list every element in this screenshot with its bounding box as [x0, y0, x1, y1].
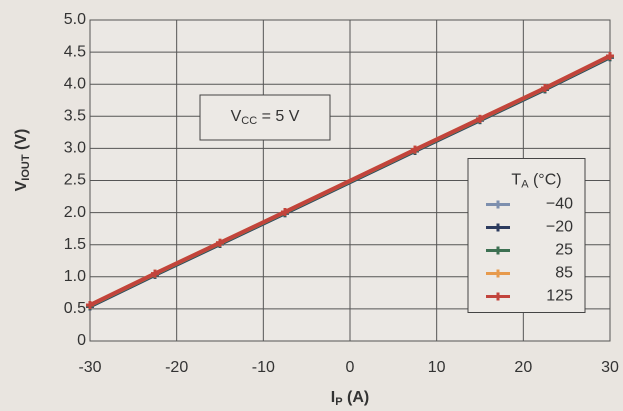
- y-tick-label: 3.0: [64, 140, 86, 157]
- legend-title-part: T: [511, 172, 521, 189]
- annotation-part: CC: [241, 115, 257, 127]
- annotation: VCC = 5 V: [231, 108, 300, 127]
- y-tick-label: 0.5: [64, 300, 86, 317]
- x-tick-label: -30: [78, 359, 101, 376]
- x-tick-label: 10: [428, 359, 446, 376]
- legend-title: TA (°C): [511, 172, 561, 191]
- y-tick-label: 2.5: [64, 172, 86, 189]
- y-tick-label: 4.5: [64, 43, 86, 60]
- x-tick-label: -20: [165, 359, 188, 376]
- y-tick-label: 1.0: [64, 268, 86, 285]
- annotation-part: = 5 V: [257, 108, 300, 125]
- y-tick-label: 0: [77, 332, 86, 349]
- legend-label: 125: [546, 288, 573, 305]
- x-tick-label: 30: [601, 359, 619, 376]
- chart: IP (A) VIOUT (V) 00.51.01.52.02.53.03.54…: [0, 0, 623, 411]
- x-label-sub: P: [335, 396, 342, 408]
- y-label-main: V: [13, 180, 30, 191]
- legend-label: −20: [546, 219, 573, 236]
- legend: TA (°C) −40 −20 25 85 125: [468, 159, 585, 313]
- x-tick-label: 0: [346, 359, 355, 376]
- y-tick-label: 3.5: [64, 108, 86, 125]
- legend-title-part: (°C): [529, 172, 562, 189]
- x-tick-label: 20: [514, 359, 532, 376]
- x-tick-label: -10: [252, 359, 275, 376]
- legend-label: −40: [546, 196, 573, 213]
- y-tick-label: 1.5: [64, 236, 86, 253]
- legend-label: 85: [555, 265, 573, 282]
- y-tick-label: 5.0: [64, 11, 86, 28]
- y-tick-label: 4.0: [64, 75, 86, 92]
- y-label-sub: IOUT: [20, 154, 32, 181]
- legend-label: 25: [555, 242, 573, 259]
- y-label-unit: (V): [13, 129, 30, 155]
- y-tick-label: 2.0: [64, 204, 86, 221]
- x-label-unit: (A): [343, 389, 370, 406]
- annotation-part: V: [231, 108, 242, 125]
